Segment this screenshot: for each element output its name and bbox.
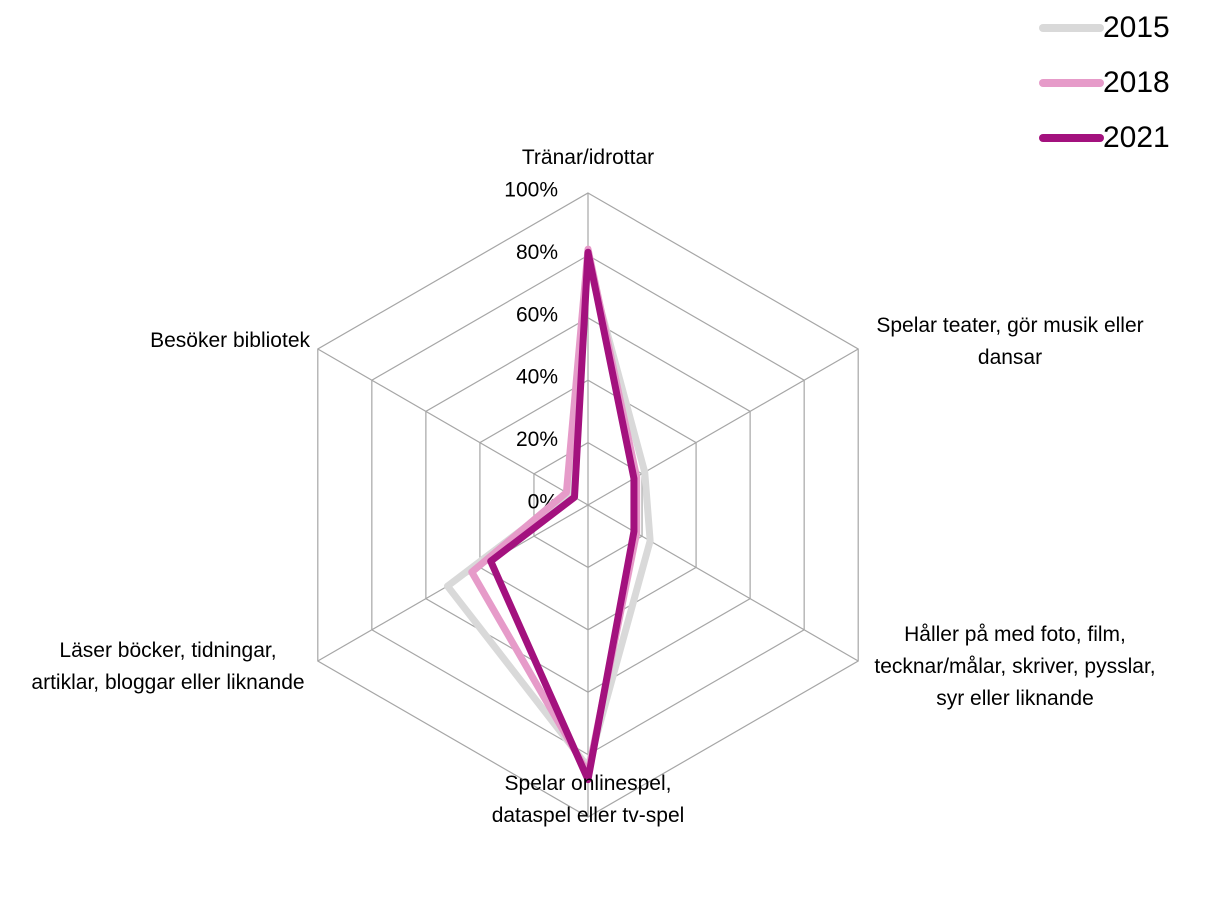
axis-label: Spelar teater, gör musik eller dansar: [876, 314, 1144, 369]
r-tick-label: 80%: [516, 241, 558, 264]
axis-label: Läser böcker, tidningar, artiklar, blogg…: [31, 639, 305, 694]
axis-label: Tränar/idrottar: [521, 146, 655, 169]
r-tick-label: 20%: [516, 428, 558, 451]
r-tick-label: 100%: [504, 179, 558, 202]
axis-label: Håller på med foto, film, tecknar/målar,…: [874, 623, 1156, 710]
legend-label: 2021: [1103, 121, 1170, 154]
series-line: [487, 248, 638, 784]
spoke: [317, 348, 589, 506]
legend-label: 2015: [1103, 11, 1170, 44]
r-tick-label: 60%: [516, 303, 558, 326]
legend-label: 2018: [1103, 66, 1170, 99]
axis-label: Besöker bibliotek: [150, 329, 310, 352]
axis-label: Spelar onlinespel, dataspel eller tv-spe…: [491, 772, 685, 827]
r-tick-label: 40%: [516, 366, 558, 389]
